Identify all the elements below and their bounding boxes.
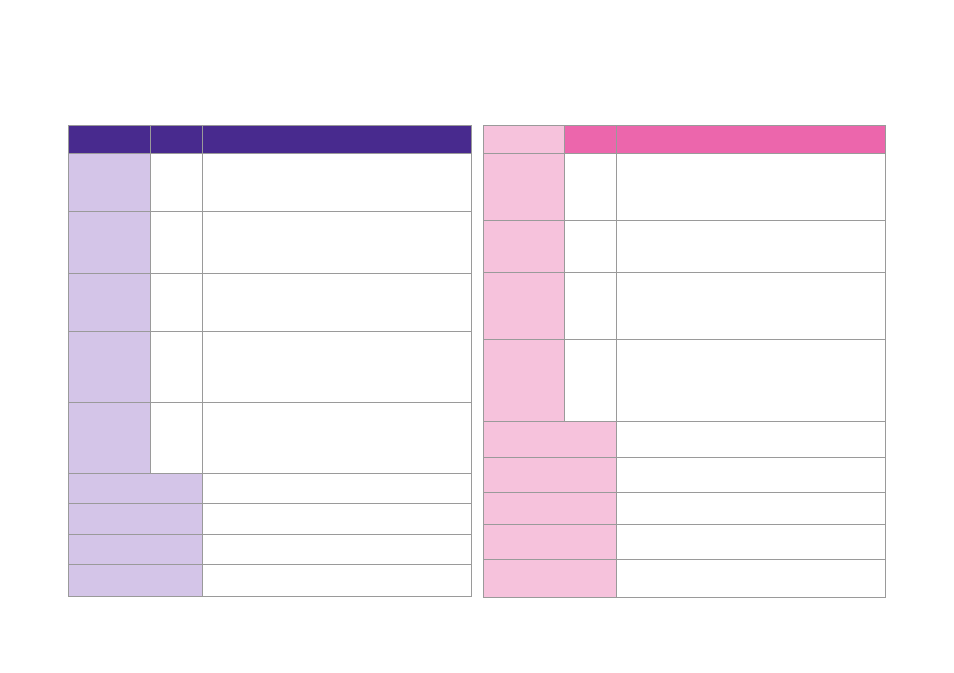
cell	[68, 153, 151, 212]
cell	[150, 211, 203, 274]
cell	[616, 153, 886, 221]
cell	[483, 421, 617, 458]
header-cell	[616, 125, 886, 154]
cell	[68, 273, 151, 332]
cell	[150, 153, 203, 212]
cell	[616, 421, 886, 458]
header-cell	[564, 125, 617, 154]
cell	[68, 564, 203, 597]
cell	[202, 273, 472, 332]
cell	[202, 402, 472, 474]
header-cell	[483, 125, 565, 154]
cell	[150, 273, 203, 332]
cell	[150, 331, 203, 403]
cell	[616, 559, 886, 598]
cell	[68, 503, 203, 535]
cell	[616, 220, 886, 273]
cell	[202, 503, 472, 535]
cell	[68, 211, 151, 274]
left-table	[68, 125, 472, 597]
cell	[564, 272, 617, 340]
cell	[68, 402, 151, 474]
cell	[68, 331, 151, 403]
cell	[616, 272, 886, 340]
cell	[564, 153, 617, 221]
cell	[202, 473, 472, 504]
cell	[564, 220, 617, 273]
cell	[150, 402, 203, 474]
cell	[616, 339, 886, 422]
header-cell	[68, 125, 151, 154]
cell	[483, 457, 617, 493]
cell	[483, 272, 565, 340]
cell	[616, 457, 886, 493]
cell	[68, 473, 203, 504]
right-table	[483, 125, 886, 598]
cell	[202, 331, 472, 403]
cell	[483, 524, 617, 560]
cell	[483, 153, 565, 221]
cell	[202, 153, 472, 212]
cell	[68, 534, 203, 565]
cell	[616, 492, 886, 525]
header-cell	[150, 125, 203, 154]
cell	[202, 211, 472, 274]
cell	[483, 220, 565, 273]
cell	[202, 534, 472, 565]
cell	[202, 564, 472, 597]
cell	[483, 559, 617, 598]
cell	[564, 339, 617, 422]
cell	[483, 492, 617, 525]
cell	[483, 339, 565, 422]
header-cell	[202, 125, 472, 154]
cell	[616, 524, 886, 560]
